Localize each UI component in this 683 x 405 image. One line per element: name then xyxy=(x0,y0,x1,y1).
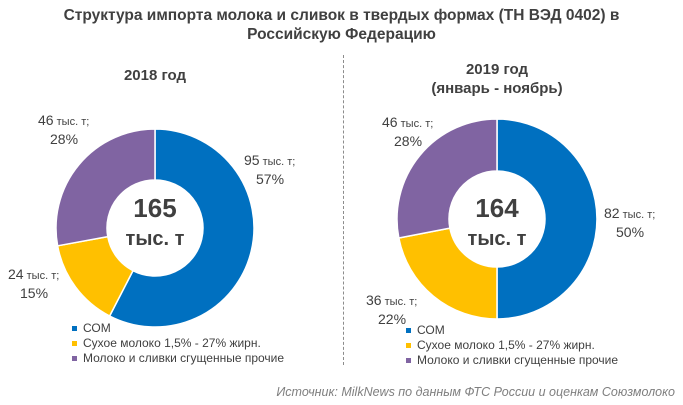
donut-2019-label-dry-unit: тыс. т; xyxy=(381,296,418,308)
legend-2018-label-com: СОМ xyxy=(83,321,111,335)
chart-title: Структура импорта молока и сливок в твер… xyxy=(0,6,683,44)
legend-2018-marker-dry xyxy=(72,341,77,346)
chart-2019-subtitle-line-2: (январь - ноябрь) xyxy=(431,80,563,97)
legend-2018-item-dry: Сухое молоко 1,5% - 27% жирн. xyxy=(72,336,284,351)
legend-2019-item-dry: Сухое молоко 1,5% - 27% жирн. xyxy=(406,338,618,353)
legend-2019-marker-condensed xyxy=(406,358,411,363)
donut-2018-label-dry-value: 24 xyxy=(8,266,24,282)
legend-2018-label-condensed: Молоко и сливки сгущенные прочие xyxy=(83,351,285,365)
donut-2019-label-condensed-unit: тыс. т; xyxy=(397,118,434,130)
donut-2018-label-dry: 24 тыс. т; 15% xyxy=(8,266,59,302)
legend-2019-label-dry: Сухое молоко 1,5% - 27% жирн. xyxy=(417,338,595,352)
donut-2019-label-com-share: 50% xyxy=(616,224,645,240)
donut-2018-label-dry-share: 15% xyxy=(20,285,49,301)
chart-2019-subtitle: 2019 год (январь - ноябрь) xyxy=(402,60,592,98)
donut-2018-center-unit: тыс. т xyxy=(126,228,185,250)
legend-2018-item-com: СОМ xyxy=(72,321,284,336)
donut-2019-slice-com xyxy=(496,118,598,320)
donut-2018-label-com-unit: тыс. т; xyxy=(259,156,296,168)
legend-2019-marker-com xyxy=(406,328,411,333)
chart-2019-subtitle-line-1: 2019 год xyxy=(465,61,529,78)
donut-2018-label-condensed-unit: тыс. т; xyxy=(53,116,90,128)
donut-2019-center-value: 164 xyxy=(475,193,519,223)
donut-2018-slice-com xyxy=(108,128,255,328)
chart-2018-subtitle: 2018 год xyxy=(60,66,250,85)
legend-2019-item-com: СОМ xyxy=(406,323,618,338)
donut-2019-label-dry-value: 36 xyxy=(366,292,382,308)
legend-2018-label-dry: Сухое молоко 1,5% - 27% жирн. xyxy=(83,336,261,350)
donut-2018-label-com: 95 тыс. т; 57% xyxy=(244,152,295,188)
donut-2018-label-com-share: 57% xyxy=(256,171,285,187)
legend-2018-marker-condensed xyxy=(72,356,77,361)
donut-2018-label-condensed: 46 тыс. т; 28% xyxy=(38,112,89,148)
donut-2019-label-com-unit: тыс. т; xyxy=(619,209,656,221)
legend-2018-marker-com xyxy=(72,326,77,331)
donut-2019-legend: СОМ Сухое молоко 1,5% - 27% жирн. Молоко… xyxy=(406,323,618,368)
donut-2019-label-condensed: 46 тыс. т; 28% xyxy=(382,114,433,150)
chart-title-line-1: Структура импорта молока и сливок в твер… xyxy=(63,7,620,24)
donut-2019-label-condensed-share: 28% xyxy=(394,133,423,149)
donut-2018-slice-condensed xyxy=(55,128,156,247)
donut-2019-slice-dry xyxy=(397,227,498,320)
legend-2019-item-condensed: Молоко и сливки сгущенные прочие xyxy=(406,353,618,368)
donut-2018-label-condensed-value: 46 xyxy=(38,112,54,128)
legend-2019-marker-dry xyxy=(406,343,411,348)
donut-2019-label-dry-share: 22% xyxy=(378,311,407,327)
legend-2018-item-condensed: Молоко и сливки сгущенные прочие xyxy=(72,351,284,366)
legend-2019-label-com: СОМ xyxy=(417,323,445,337)
donut-2019-label-com-value: 82 xyxy=(604,205,620,221)
chart-title-line-2: Российскую Федерацию xyxy=(247,26,436,43)
donut-2019-center-unit: тыс. т xyxy=(468,228,527,250)
donut-2018-legend: СОМ Сухое молоко 1,5% - 27% жирн. Молоко… xyxy=(72,321,284,366)
legend-2019-label-condensed: Молоко и сливки сгущенные прочие xyxy=(417,353,619,367)
donut-2018-center-value: 165 xyxy=(133,193,176,223)
donut-2019-slice-condensed xyxy=(396,118,498,239)
donut-2019 xyxy=(396,118,598,320)
donut-2019-label-dry: 36 тыс. т; 22% xyxy=(366,292,417,328)
donut-2018-label-condensed-share: 28% xyxy=(50,131,79,147)
chart-divider xyxy=(343,55,344,365)
source-note: Источник: MilkNews по данным ФТС России … xyxy=(276,385,675,399)
chart-2018-subtitle-line-1: 2018 год xyxy=(123,67,187,84)
donut-2019-label-condensed-value: 46 xyxy=(382,114,398,130)
donut-2019-label-com: 82 тыс. т; 50% xyxy=(604,205,655,241)
donut-2018 xyxy=(55,128,255,328)
donut-2018-label-com-value: 95 xyxy=(244,152,260,168)
donut-2018-label-dry-unit: тыс. т; xyxy=(23,270,60,282)
